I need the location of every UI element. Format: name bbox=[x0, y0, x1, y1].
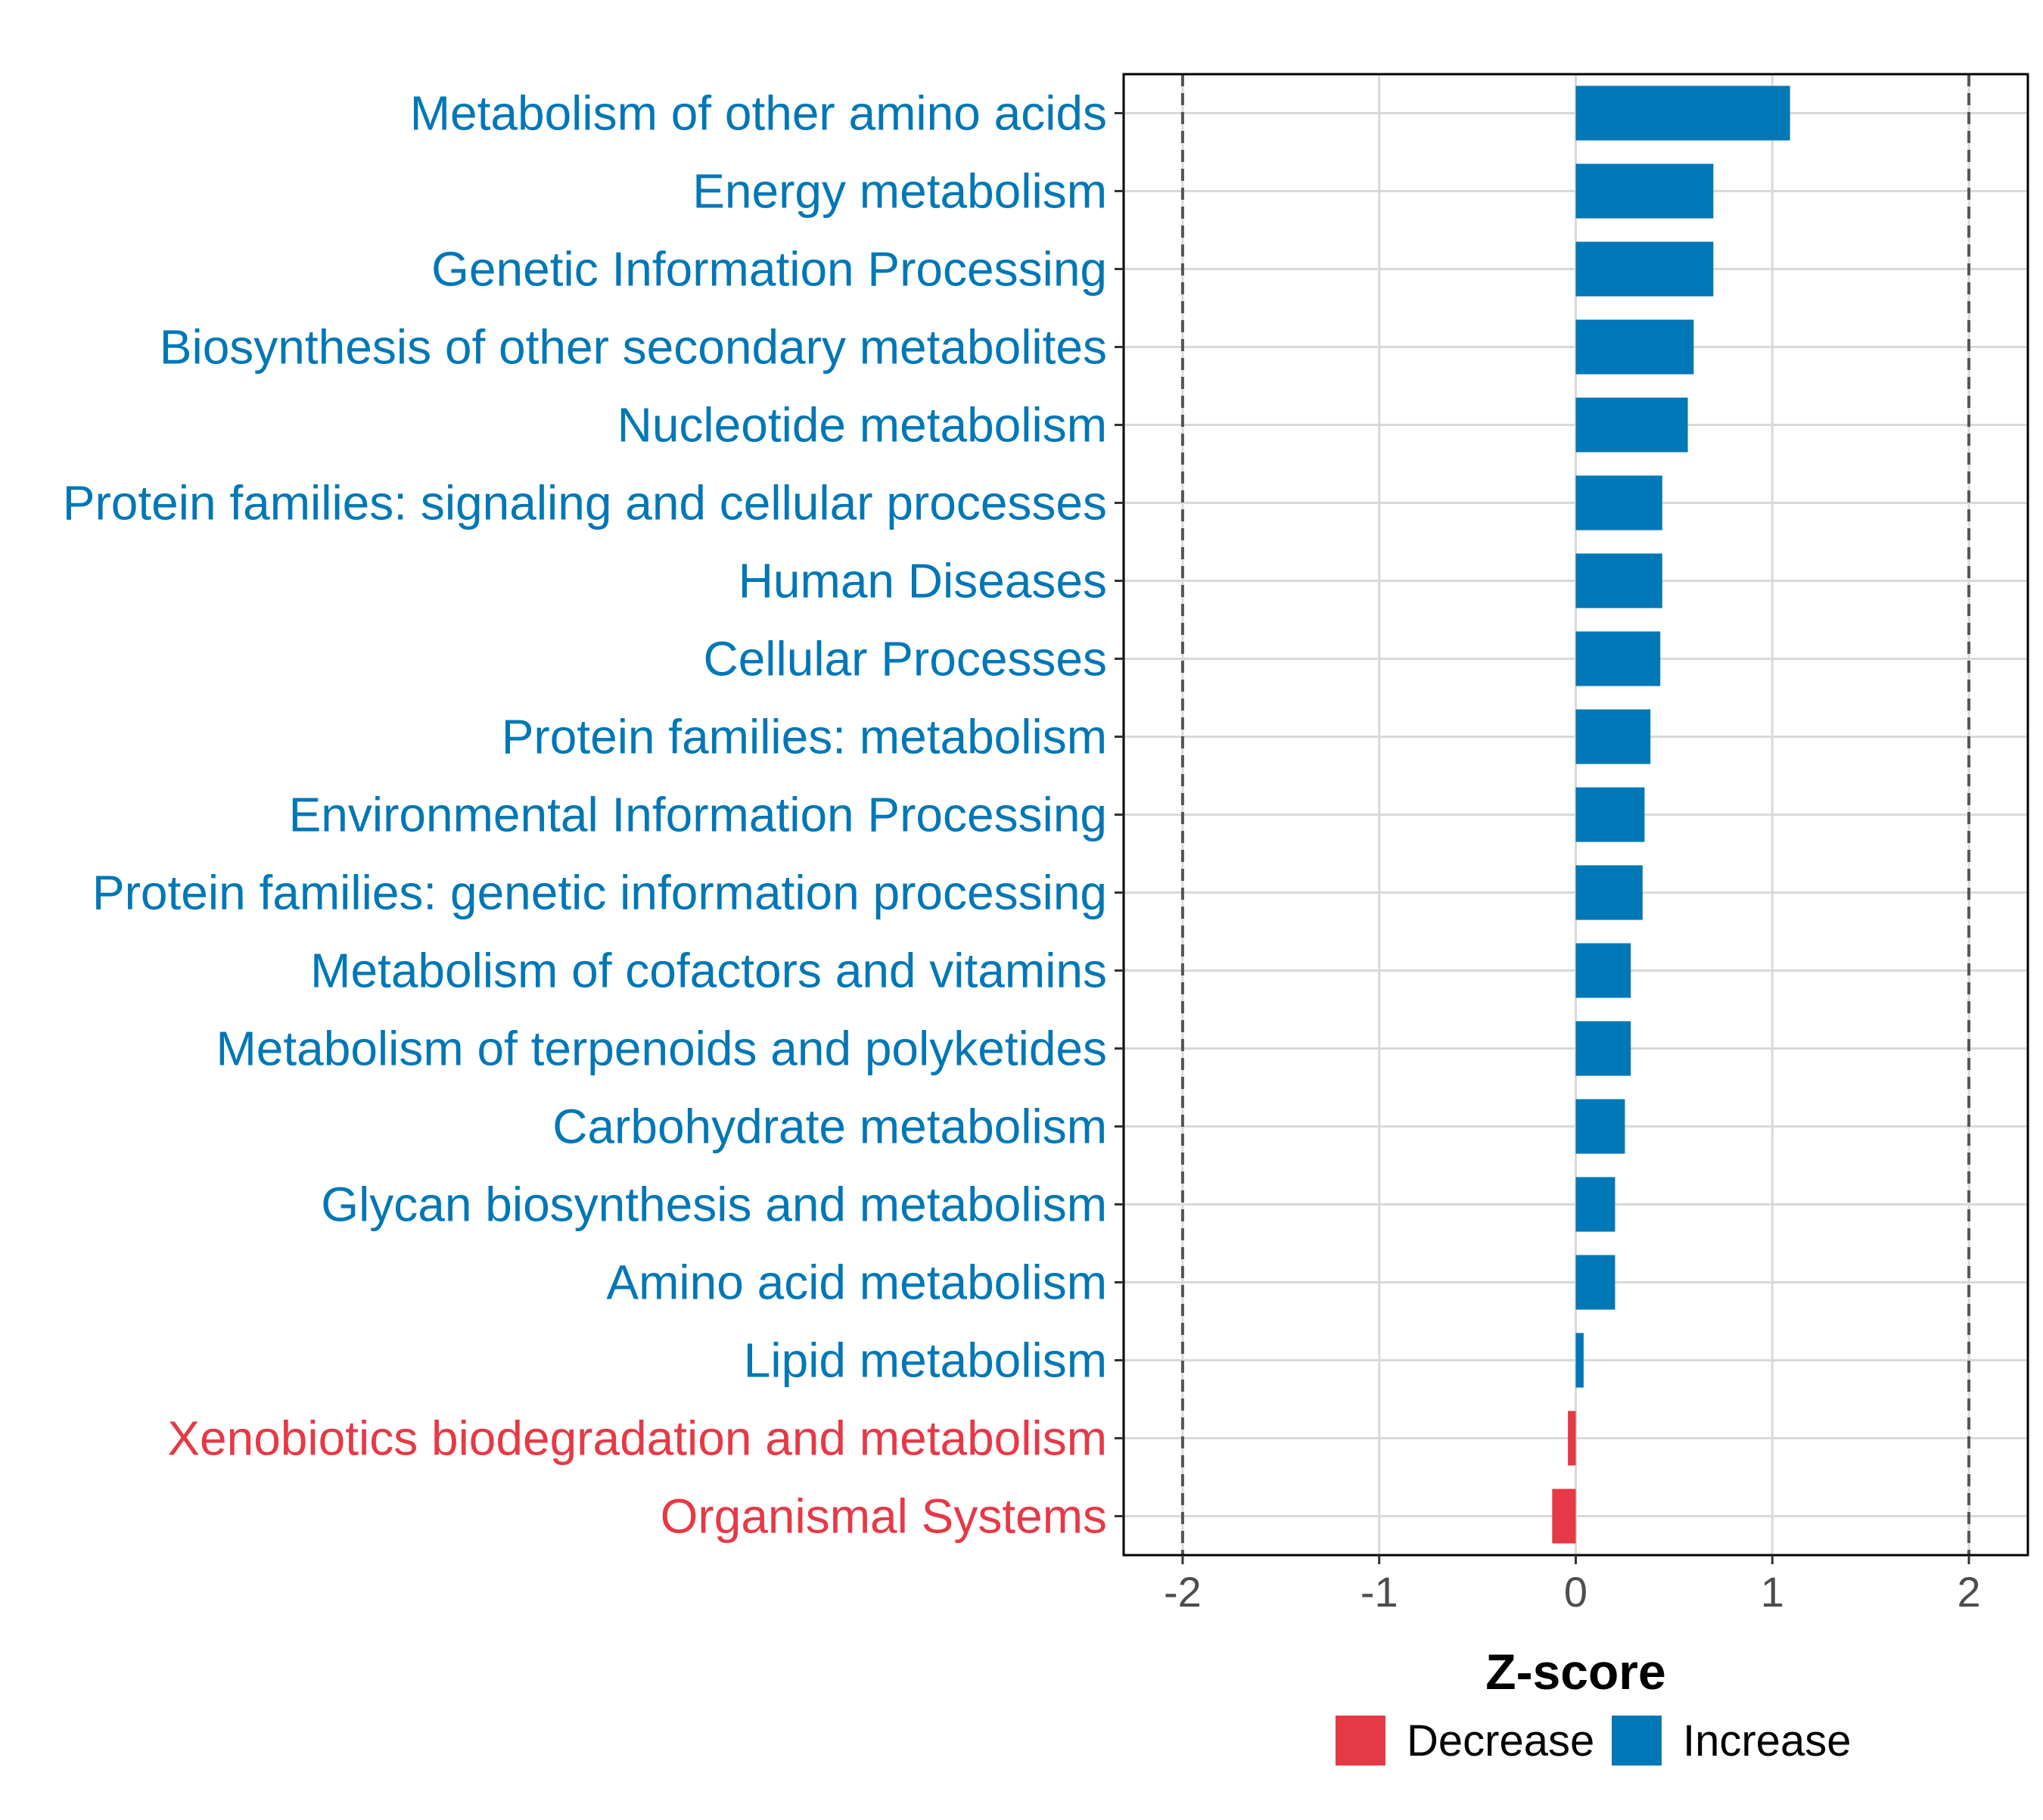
category-label: Protein families: genetic information pr… bbox=[92, 866, 1107, 920]
bar-increase bbox=[1575, 865, 1643, 920]
bar-increase bbox=[1575, 163, 1714, 219]
bar-layer bbox=[1552, 86, 1790, 1544]
x-tick-label: 0 bbox=[1564, 1568, 1587, 1616]
category-label: Metabolism of other amino acids bbox=[410, 86, 1107, 141]
legend-label-decrease: Decrease bbox=[1407, 1716, 1594, 1766]
bar-increase bbox=[1575, 475, 1662, 530]
category-label: Energy metabolism bbox=[692, 164, 1107, 219]
bar-increase bbox=[1575, 241, 1714, 297]
category-label: Metabolism of cofactors and vitamins bbox=[310, 944, 1107, 998]
category-label: Biosynthesis of other secondary metaboli… bbox=[160, 320, 1107, 375]
x-tick-label: -2 bbox=[1164, 1568, 1202, 1616]
category-label: Protein families: signaling and cellular… bbox=[63, 476, 1107, 530]
category-label: Organismal Systems bbox=[661, 1489, 1107, 1544]
bar-increase bbox=[1575, 787, 1645, 842]
bar-increase bbox=[1575, 553, 1662, 608]
bar-increase bbox=[1575, 631, 1661, 686]
legend-swatch-increase bbox=[1612, 1716, 1662, 1766]
bar-decrease bbox=[1568, 1411, 1576, 1466]
x-axis-ticks: -2 -1 0 1 2 bbox=[1164, 1555, 1981, 1616]
bar-increase bbox=[1575, 86, 1790, 141]
category-label: Environmental Information Processing bbox=[289, 788, 1107, 842]
bar-increase bbox=[1575, 1255, 1615, 1310]
bar-increase bbox=[1575, 709, 1651, 764]
bar-increase bbox=[1575, 1177, 1615, 1232]
reference-line-layer bbox=[1180, 74, 1971, 1555]
x-tick-label: 2 bbox=[1957, 1568, 1980, 1616]
bar-increase bbox=[1575, 943, 1631, 998]
legend-swatch-decrease bbox=[1336, 1716, 1385, 1766]
category-label: Amino acid metabolism bbox=[606, 1255, 1107, 1310]
category-label: Lipid metabolism bbox=[744, 1333, 1107, 1388]
bar-increase bbox=[1575, 397, 1688, 453]
category-label: Glycan biosynthesis and metabolism bbox=[321, 1178, 1107, 1232]
bar-increase bbox=[1575, 319, 1694, 375]
x-tick-label: -1 bbox=[1360, 1568, 1398, 1616]
legend: Decrease Increase bbox=[1336, 1716, 1851, 1766]
bar-decrease bbox=[1552, 1489, 1576, 1544]
bar-increase bbox=[1575, 1333, 1584, 1388]
category-label: Human Diseases bbox=[739, 554, 1107, 608]
category-label: Metabolism of terpenoids and polyketides bbox=[216, 1022, 1107, 1076]
category-label-layer: Metabolism of other amino acids Energy me… bbox=[63, 86, 1124, 1544]
bar-increase bbox=[1575, 1099, 1625, 1154]
x-axis-title: Z-score bbox=[1485, 1644, 1665, 1700]
category-label: Cellular Processes bbox=[703, 632, 1107, 686]
x-tick-label: 1 bbox=[1761, 1568, 1784, 1616]
category-label: Xenobiotics biodegradation and metabolis… bbox=[167, 1411, 1107, 1466]
category-label: Nucleotide metabolism bbox=[617, 398, 1107, 453]
category-label: Carbohydrate metabolism bbox=[552, 1100, 1107, 1154]
legend-label-increase: Increase bbox=[1683, 1716, 1851, 1766]
category-label: Genetic Information Processing bbox=[431, 242, 1107, 297]
bar-increase bbox=[1575, 1021, 1631, 1076]
category-label: Protein families: metabolism bbox=[502, 710, 1107, 764]
